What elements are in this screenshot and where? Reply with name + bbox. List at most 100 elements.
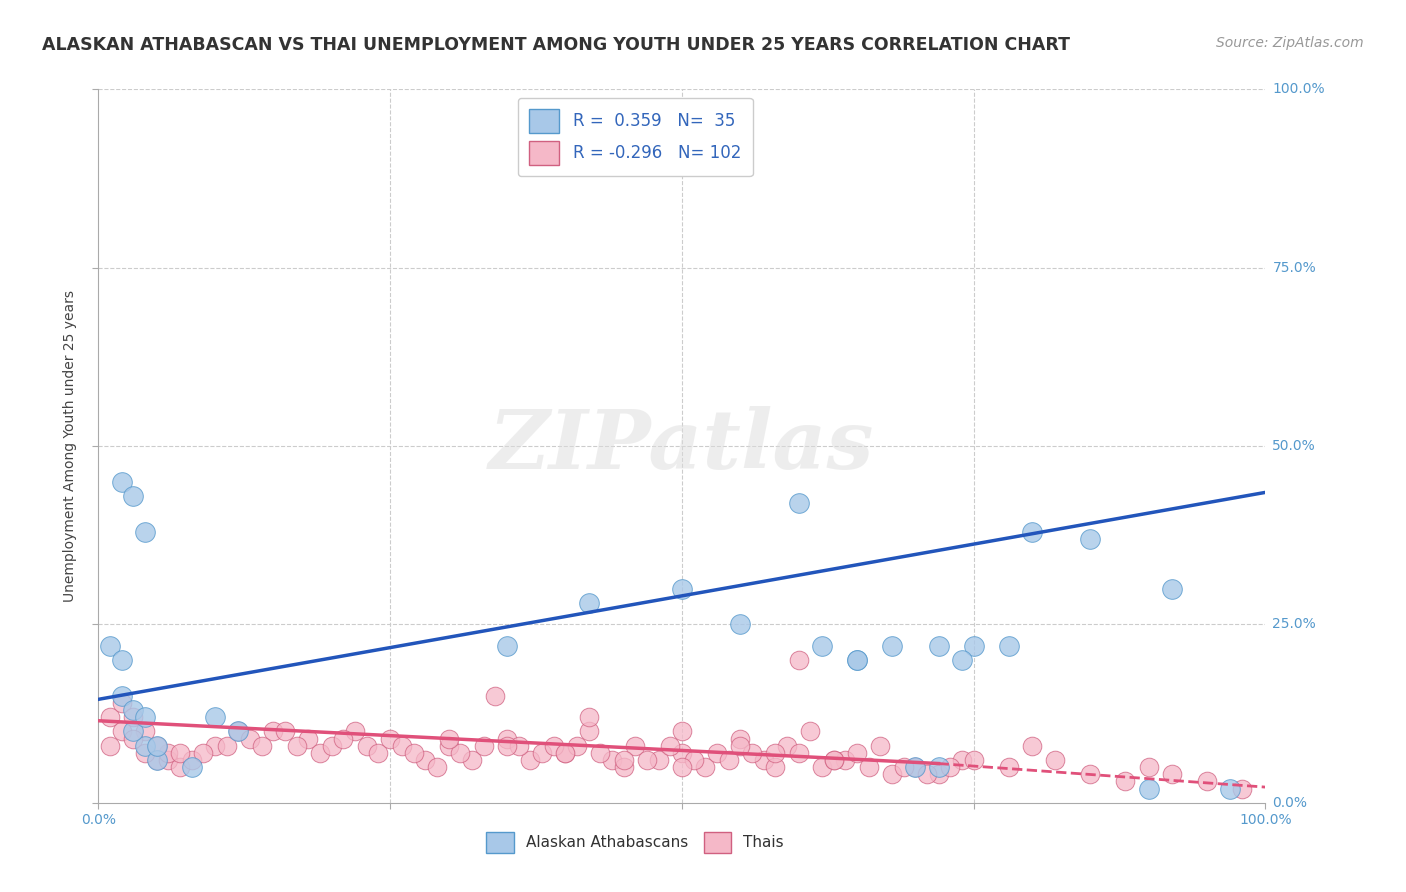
Point (228, 724, 250, 739)
Text: 25.0%: 25.0% (1272, 617, 1316, 632)
Point (1114, 774, 1136, 789)
Point (904, 760, 927, 774)
Point (402, 746, 425, 760)
Point (146, 753, 169, 767)
Point (1230, 781, 1253, 796)
Point (321, 739, 343, 753)
Point (858, 760, 880, 774)
Point (1195, 774, 1218, 789)
Point (1080, 532, 1102, 546)
Point (880, 767, 903, 781)
Point (134, 746, 156, 760)
Point (122, 710, 145, 724)
Point (893, 760, 915, 774)
Point (730, 617, 752, 632)
Point (682, 753, 704, 767)
Point (519, 753, 541, 767)
Text: 0.0%: 0.0% (1272, 796, 1308, 810)
Point (309, 746, 332, 760)
Point (122, 703, 145, 717)
Point (367, 746, 389, 760)
Point (846, 653, 869, 667)
Point (204, 710, 226, 724)
Point (659, 739, 682, 753)
Point (763, 746, 786, 760)
Point (111, 724, 134, 739)
Point (1080, 767, 1102, 781)
Point (98, 639, 121, 653)
Point (111, 689, 134, 703)
Point (823, 753, 845, 767)
Point (1021, 739, 1043, 753)
Point (578, 724, 600, 739)
Point (484, 689, 506, 703)
Point (391, 739, 413, 753)
Point (169, 746, 191, 760)
Point (671, 582, 693, 596)
Point (962, 639, 984, 653)
Point (134, 739, 156, 753)
Point (846, 653, 869, 667)
Point (1021, 524, 1043, 539)
Point (380, 731, 402, 746)
Point (344, 724, 367, 739)
Point (717, 753, 740, 767)
Point (134, 524, 156, 539)
Point (811, 760, 834, 774)
Point (787, 653, 810, 667)
Point (730, 731, 752, 746)
Point (578, 710, 600, 724)
Point (496, 731, 519, 746)
Point (997, 639, 1019, 653)
Point (111, 475, 134, 489)
Point (472, 739, 495, 753)
Point (880, 639, 903, 653)
Point (589, 746, 612, 760)
Point (647, 753, 669, 767)
Point (950, 653, 973, 667)
Point (426, 760, 449, 774)
Text: ALASKAN ATHABASCAN VS THAI UNEMPLOYMENT AMONG YOUTH UNDER 25 YEARS CORRELATION C: ALASKAN ATHABASCAN VS THAI UNEMPLOYMENT … (42, 36, 1070, 54)
Point (763, 760, 786, 774)
Point (356, 739, 378, 753)
Point (193, 746, 215, 760)
Text: 100.0%: 100.0% (1272, 82, 1324, 96)
Point (274, 724, 297, 739)
Point (730, 739, 752, 753)
Point (928, 760, 950, 774)
Point (98, 739, 121, 753)
Point (787, 496, 810, 510)
Point (169, 760, 191, 774)
Point (904, 760, 927, 774)
Point (437, 731, 460, 746)
Point (543, 739, 565, 753)
Point (180, 753, 202, 767)
Point (939, 760, 962, 774)
Point (146, 739, 169, 753)
Point (776, 739, 799, 753)
Point (706, 746, 728, 760)
Point (834, 753, 856, 767)
Point (215, 739, 238, 753)
Point (846, 746, 869, 760)
Point (413, 753, 436, 767)
Point (204, 739, 226, 753)
Point (613, 760, 636, 774)
Point (811, 639, 834, 653)
Point (1137, 781, 1160, 796)
Point (122, 731, 145, 746)
Point (239, 731, 262, 746)
Point (530, 746, 553, 760)
Point (578, 596, 600, 610)
Point (496, 639, 519, 653)
Point (332, 731, 354, 746)
Point (1219, 781, 1241, 796)
Point (624, 739, 647, 753)
Legend: Alaskan Athabascans, Thais: Alaskan Athabascans, Thais (481, 825, 790, 859)
Point (250, 739, 273, 753)
Point (997, 760, 1019, 774)
Point (787, 746, 810, 760)
Point (122, 489, 145, 503)
Text: ZIPatlas: ZIPatlas (489, 406, 875, 486)
Point (508, 739, 530, 753)
